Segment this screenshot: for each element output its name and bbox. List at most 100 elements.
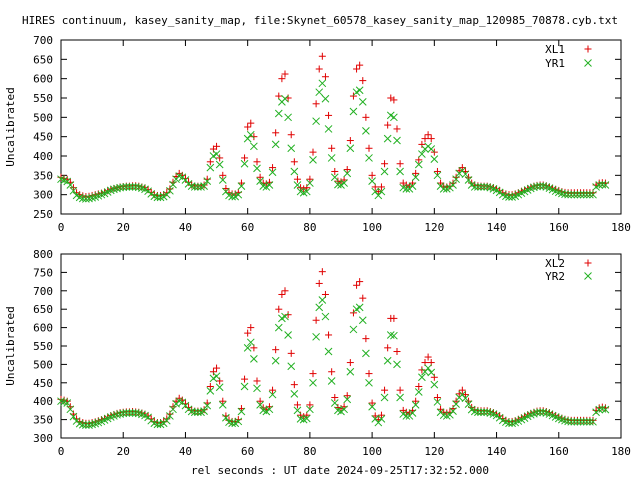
data-point-yr2 <box>281 312 289 321</box>
data-point-yr2 <box>116 410 124 418</box>
data-point-yr1 <box>119 183 128 192</box>
data-point-yr1 <box>66 181 75 189</box>
y-tick-label: 800 <box>33 248 53 261</box>
data-point-yr1 <box>439 185 448 193</box>
y-tick-label: 550 <box>33 340 53 353</box>
data-point-yr1 <box>190 183 199 191</box>
data-point-xl1 <box>362 113 370 121</box>
x-tick-label: 120 <box>424 445 444 458</box>
data-point-yr2 <box>377 415 386 423</box>
legend-marker-yr1 <box>584 59 592 67</box>
data-point-xl2 <box>306 401 314 409</box>
legend-marker <box>584 259 592 267</box>
data-point-yr2 <box>88 420 96 429</box>
data-point-yr2 <box>564 417 572 426</box>
data-point-xl1 <box>110 184 118 192</box>
data-point-yr2 <box>190 408 199 417</box>
data-point-xl1 <box>222 184 230 192</box>
data-point-xl1 <box>328 144 336 152</box>
data-point-xl1 <box>349 92 357 100</box>
data-point-xl2 <box>206 382 214 390</box>
data-point-xl1 <box>418 140 426 148</box>
bottom-panel: 0 20 40 60 80 100 120 140 160 180 300 350 400 450 500 5… <box>4 248 631 477</box>
data-point-xl1 <box>290 158 298 166</box>
data-point-yr2 <box>268 390 277 399</box>
legend-marker <box>584 59 592 67</box>
y-tick-label: 650 <box>33 53 53 66</box>
data-point-xl2 <box>213 364 221 372</box>
data-point-yr2 <box>82 421 90 429</box>
data-point-xl1 <box>306 175 314 183</box>
data-point-yr1 <box>595 181 604 189</box>
y-tick-label: 450 <box>33 131 53 144</box>
data-point-xl1 <box>321 73 329 81</box>
data-point-yr2 <box>567 417 576 426</box>
data-point-yr2 <box>383 356 392 365</box>
data-point-yr1 <box>222 187 230 196</box>
data-point-yr1 <box>162 190 171 199</box>
x-tick-label: 160 <box>549 445 569 458</box>
data-point-xl1 <box>384 121 392 129</box>
data-point-yr2 <box>586 417 594 426</box>
data-point-yr1 <box>293 181 302 189</box>
y-tick-label: 300 <box>33 432 53 445</box>
data-point-yr1 <box>122 183 131 191</box>
data-point-yr2 <box>424 364 432 372</box>
data-point-yr1 <box>449 181 457 189</box>
data-point-yr2 <box>287 362 296 371</box>
data-point-yr2 <box>57 397 65 406</box>
data-point-yr1 <box>380 167 389 176</box>
data-point-yr2 <box>477 408 485 417</box>
data-point-yr1 <box>281 94 289 103</box>
data-point-yr2 <box>396 393 404 402</box>
data-point-yr1 <box>330 173 339 182</box>
data-point-yr1 <box>480 183 488 191</box>
data-point-xl2 <box>253 377 261 385</box>
top-panel-legend: XL1 YR1 <box>545 43 592 70</box>
data-point-xl2 <box>390 314 398 322</box>
data-point-yr2 <box>318 296 327 304</box>
data-point-xl2 <box>396 386 404 394</box>
data-point-yr1 <box>315 88 324 97</box>
x-tick-label: 160 <box>549 221 569 234</box>
data-point-yr1 <box>218 176 227 184</box>
data-point-yr1 <box>156 193 165 202</box>
data-point-yr2 <box>212 372 221 381</box>
data-point-xl2 <box>412 397 420 405</box>
data-point-yr1 <box>349 107 358 116</box>
data-point-yr1 <box>374 191 383 200</box>
data-point-yr2 <box>234 417 243 426</box>
data-point-yr1 <box>393 136 401 145</box>
data-point-yr2 <box>414 388 423 396</box>
data-point-xl1 <box>269 164 277 172</box>
data-point-xl2 <box>415 382 423 390</box>
data-point-xl1 <box>253 158 261 166</box>
data-point-xl2 <box>365 370 373 378</box>
data-point-xl2 <box>458 386 466 394</box>
data-point-xl2 <box>244 329 252 337</box>
data-point-yr1 <box>477 183 485 191</box>
data-point-yr1 <box>69 186 78 195</box>
data-point-yr2 <box>390 331 398 340</box>
data-point-yr2 <box>539 408 548 417</box>
data-point-xl2 <box>287 349 295 357</box>
data-point-yr1 <box>309 156 317 164</box>
data-point-yr1 <box>82 195 90 203</box>
data-point-xl2 <box>219 397 227 405</box>
data-point-yr1 <box>128 183 137 191</box>
data-point-yr1 <box>318 79 327 88</box>
top-panel-points <box>57 52 610 203</box>
x-tick-label: 100 <box>362 445 382 458</box>
data-point-xl1 <box>259 179 267 187</box>
data-point-yr2 <box>343 395 352 404</box>
data-point-yr2 <box>570 417 579 426</box>
data-point-yr2 <box>166 412 174 420</box>
data-point-yr2 <box>187 407 196 416</box>
data-point-xl1 <box>318 52 326 60</box>
data-point-xl2 <box>209 368 217 376</box>
data-point-yr1 <box>536 182 544 191</box>
data-point-xl1 <box>237 179 245 187</box>
data-point-xl2 <box>356 278 364 286</box>
data-point-xl1 <box>331 167 339 175</box>
